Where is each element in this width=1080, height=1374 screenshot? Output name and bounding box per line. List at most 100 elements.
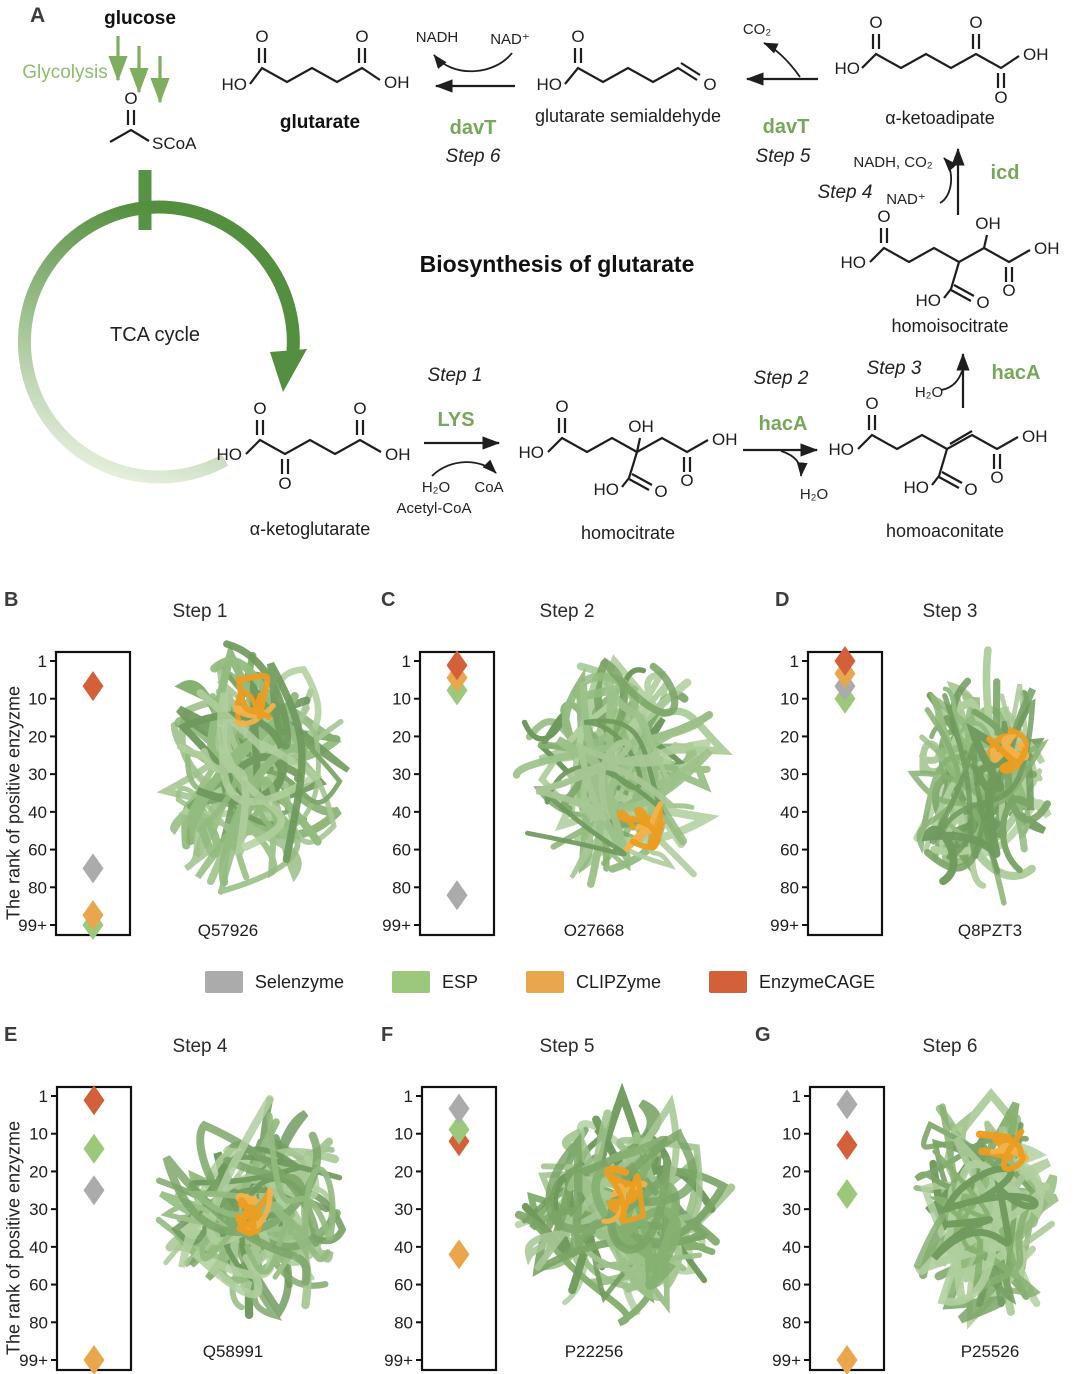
atom-label: O xyxy=(555,397,568,416)
molecule-name: homoisocitrate xyxy=(891,316,1008,336)
protein-structure xyxy=(156,640,350,895)
cofactor-label: H₂O xyxy=(915,384,943,401)
molecule-acetyl-scoa: O SCoA xyxy=(109,89,197,153)
cofactor-label: NADH, CO₂ xyxy=(853,154,932,171)
axis-tick-label: 99+ xyxy=(382,916,411,935)
rank-diamond-esp xyxy=(836,1179,858,1210)
atom-label: O xyxy=(1002,281,1015,300)
reaction-step4: NADH, CO₂ Step 4 NAD⁺ icd xyxy=(818,147,1020,215)
cofactor-label: H₂O xyxy=(422,479,450,496)
atom-label: O xyxy=(865,394,878,413)
atom-label: O xyxy=(124,89,137,108)
molecule-name: glutarate xyxy=(280,112,360,133)
axis-tick-label: 60 xyxy=(780,841,799,860)
atom-label: OH xyxy=(712,430,738,449)
pathway-diagram: A glucose Glycolysis O SCoA TCA cycle Bi… xyxy=(17,4,1060,543)
molecule-name: homoaconitate xyxy=(886,521,1004,541)
rank-chart: 1 10 20 30 40 60 80 99+ xyxy=(382,650,496,937)
axis-tick-label: 1 xyxy=(404,1087,413,1106)
axis-tick-label: 20 xyxy=(780,727,799,746)
atom-label: OH xyxy=(975,214,1001,233)
step-label: Step 5 xyxy=(756,146,811,167)
reaction-step3: Step 3 H₂O hacA xyxy=(867,352,1040,408)
protein-id: Q8PZT3 xyxy=(957,921,1023,940)
step-label: Step 3 xyxy=(867,358,922,379)
protein-structure xyxy=(512,654,733,888)
axis-tick-label: 20 xyxy=(392,727,411,746)
atom-label: OH xyxy=(1022,427,1048,446)
panel-step3: D Step 3 1 10 20 30 40 60 80 99+ Q8PZT3 xyxy=(755,585,1080,970)
cofactor-label: Acetyl-CoA xyxy=(396,500,471,517)
legend-label: EnzymeCAGE xyxy=(759,971,876,992)
panel-a-letter: A xyxy=(30,4,45,27)
protein-active-site-highlight xyxy=(236,1197,258,1237)
rank-diamond-enzymecage xyxy=(83,1085,105,1116)
atom-label: O xyxy=(703,75,716,94)
rank-chart: 1 10 20 30 40 60 80 99+ xyxy=(770,646,884,937)
tca-arrowhead xyxy=(270,349,307,392)
axis-tick-label: 80 xyxy=(28,878,47,897)
atom-label: O xyxy=(353,399,366,418)
cofactor-label: CO₂ xyxy=(743,21,772,38)
atom-label: O xyxy=(253,399,266,418)
atom-label: O xyxy=(990,468,1003,487)
enzyme-label: icd xyxy=(991,162,1020,184)
panel-letter: F xyxy=(381,1024,394,1046)
axis-tick-label: 60 xyxy=(29,1276,48,1295)
molecule-name: α-ketoglutarate xyxy=(250,519,370,539)
axis-tick-label: 1 xyxy=(38,652,47,671)
step-label: Step 4 xyxy=(818,182,873,203)
rank-diamond-selenzyme xyxy=(446,880,468,911)
panel-title: Step 4 xyxy=(172,1036,228,1057)
legend-label: CLIPZyme xyxy=(576,971,662,992)
axis-tick-label: 30 xyxy=(392,765,411,784)
atom-label: O xyxy=(680,471,693,490)
rank-chart: 1 10 20 30 40 60 80 99+ xyxy=(18,650,132,940)
reaction-step6: NADH NAD⁺ davT Step 6 xyxy=(416,29,530,167)
panel-letter: B xyxy=(4,589,19,611)
rank-diamond-clipzyme xyxy=(82,900,104,931)
atom-label: O xyxy=(994,88,1007,107)
axis-tick-label: 40 xyxy=(392,803,411,822)
rank-diamond-enzymecage xyxy=(834,646,856,676)
rank-diamond-selenzyme xyxy=(82,853,104,884)
panel-title: Step 2 xyxy=(539,601,595,622)
atom-label: HO xyxy=(829,440,855,459)
atom-label: HO xyxy=(519,443,545,462)
molecule-homoaconitate: HO O OH O HO O homoaconitate xyxy=(829,394,1048,541)
axis-tick-label: 40 xyxy=(780,803,799,822)
reaction-step2: Step 2 hacA H₂O xyxy=(743,368,828,503)
enzyme-label: davT xyxy=(763,116,810,138)
rank-diamond-selenzyme xyxy=(448,1093,470,1124)
atom-label: O xyxy=(278,474,291,493)
legend-item: ESP xyxy=(391,971,478,993)
molecule-ketoglutarate: HO O O O OH α-ketoglutarate xyxy=(217,399,411,539)
method-legend: Selenzyme ESP CLIPZyme EnzymeCAGE xyxy=(0,962,1080,1002)
atom-label: O xyxy=(976,293,989,312)
molecule-name: α-ketoadipate xyxy=(885,108,994,128)
panel-step2: C Step 2 1 10 20 30 40 60 80 99+ O27668 xyxy=(375,585,755,970)
axis-tick-label: 20 xyxy=(394,1162,413,1181)
atom-label: O xyxy=(255,27,268,46)
legend-item: Selenzyme xyxy=(204,971,344,993)
rank-chart: 1 10 20 30 40 60 80 99+ xyxy=(384,1085,498,1372)
axis-tick-label: 30 xyxy=(28,765,47,784)
step-label: Step 1 xyxy=(428,365,483,386)
cofactor-label: H₂O xyxy=(800,486,828,503)
axis-tick-label: 80 xyxy=(780,878,799,897)
protein-id: Q57926 xyxy=(197,921,259,940)
axis-tick-label: 1 xyxy=(790,652,799,671)
axis-tick-label: 40 xyxy=(29,1238,48,1257)
legend-swatch-esp xyxy=(391,971,430,993)
atom-label: HO xyxy=(904,478,930,497)
atom-label: SCoA xyxy=(152,134,197,153)
cofactor-label: NAD⁺ xyxy=(490,31,530,48)
protein-id: O27668 xyxy=(563,921,625,940)
atom-label: O xyxy=(969,13,982,32)
axis-tick-label: 40 xyxy=(782,1238,801,1257)
reaction-step1: Step 1 LYS H₂O CoA Acetyl-CoA xyxy=(396,365,503,517)
atom-label: OH xyxy=(384,73,410,92)
cofactor-label: NAD⁺ xyxy=(886,191,926,208)
